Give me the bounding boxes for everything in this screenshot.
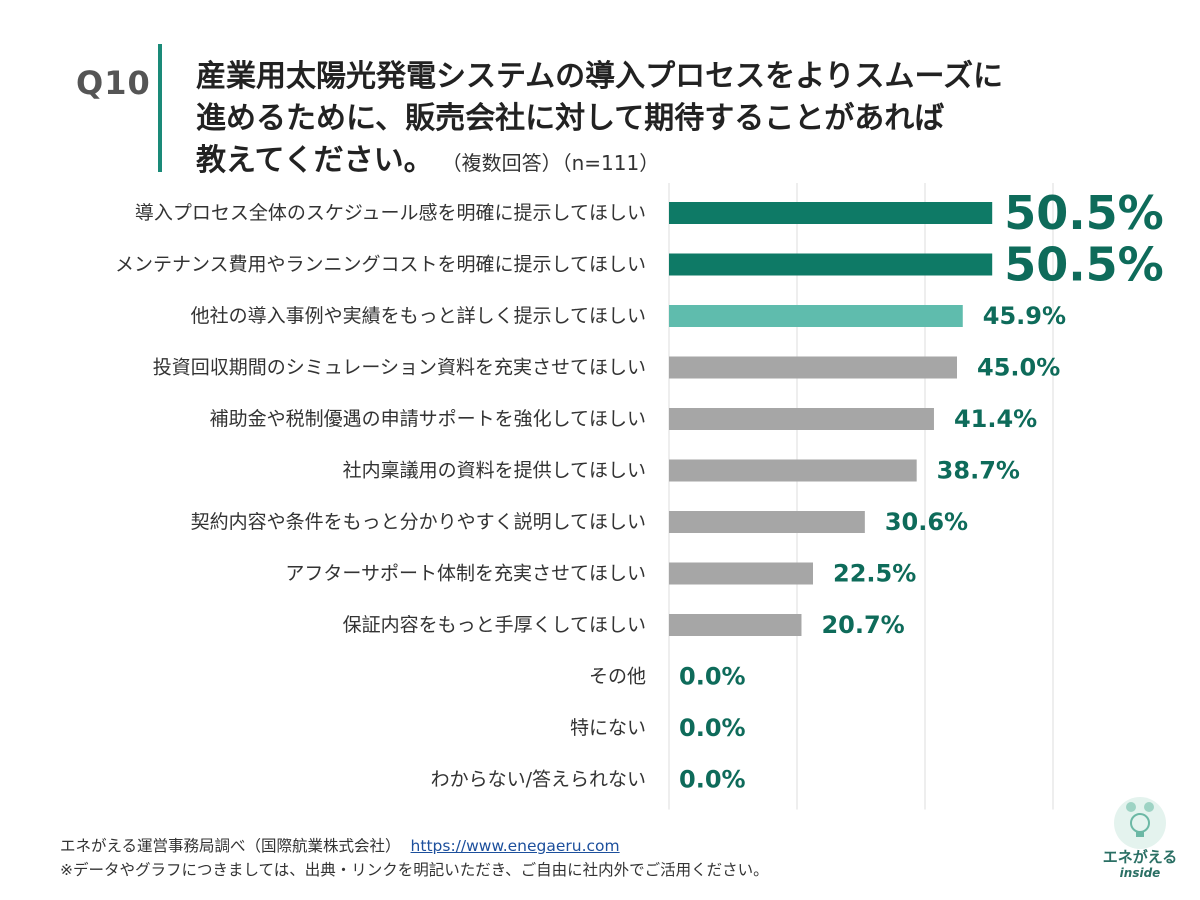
value-label: 22.5% (833, 560, 916, 588)
bar (669, 253, 993, 276)
value-label: 30.6% (885, 508, 968, 536)
value-label: 0.0% (679, 714, 746, 742)
bar (669, 305, 963, 327)
value-label: 0.0% (679, 766, 746, 794)
footer-source: エネがえる運営事務局調べ（国際航業株式会社） (60, 837, 401, 855)
category-label: わからない/答えられない (431, 769, 646, 791)
footer-source-row: エネがえる運営事務局調べ（国際航業株式会社） https://www.enegae… (60, 834, 769, 858)
category-label: 保証内容をもっと手厚くしてほしい (343, 614, 646, 636)
value-label: 41.4% (954, 405, 1037, 433)
value-label: 45.0% (977, 354, 1060, 382)
category-label: アフターサポート体制を充実させてほしい (285, 563, 646, 585)
question-line-2: 進めるために、販売会社に対して期待することがあれば (196, 101, 945, 136)
value-label: 38.7% (937, 457, 1020, 485)
question-number: Q10 (76, 64, 151, 102)
title-divider (158, 44, 162, 172)
question-line-3: 教えてください。 （複数回答）（n=111） (196, 140, 1176, 184)
value-label: 50.5% (1004, 186, 1164, 240)
category-label: 導入プロセス全体のスケジュール感を明確に提示してほしい (135, 202, 646, 224)
value-label: 45.9% (983, 302, 1066, 330)
category-label: 特にない (570, 717, 646, 739)
category-label: メンテナンス費用やランニングコストを明確に提示してほしい (115, 254, 646, 276)
logo-text: エネがえる (1102, 848, 1178, 866)
category-label: 社内稟議用の資料を提供してほしい (343, 460, 646, 482)
bar (669, 511, 865, 533)
logo-subtext: inside (1119, 866, 1161, 880)
category-label: その他 (589, 666, 646, 688)
category-label: 投資回収期間のシミュレーション資料を充実させてほしい (153, 357, 646, 379)
bar (669, 614, 802, 636)
category-label: 他社の導入事例や実績をもっと詳しく提示してほしい (191, 305, 646, 327)
question-note: （複数回答）（n=111） (451, 151, 660, 175)
footer: エネがえる運営事務局調べ（国際航業株式会社） https://www.enegae… (60, 834, 769, 882)
footer-note: ※データやグラフにつきましては、出典・リンクを明記いただき、ご自由に社内外でご活… (60, 861, 769, 879)
bar (669, 202, 993, 224)
bar (669, 408, 934, 430)
bar (669, 356, 957, 379)
bar (669, 562, 813, 585)
category-label: 契約内容や条件をもっと分かりやすく説明してほしい (191, 511, 646, 533)
question-line-1: 産業用太陽光発電システムの導入プロセスをよりスムーズに (196, 59, 1003, 94)
value-label: 50.5% (1004, 238, 1164, 292)
bar (669, 459, 917, 482)
question-line-3-text: 教えてください。 (196, 143, 434, 178)
footer-link[interactable]: https://www.enegaeru.com (410, 837, 620, 855)
question-title: 産業用太陽光発電システムの導入プロセスをよりスムーズに 進めるために、販売会社に… (196, 56, 1176, 184)
value-label: 0.0% (679, 663, 746, 691)
value-label: 20.7% (821, 611, 904, 639)
category-label: 補助金や税制優遇の申請サポートを強化してほしい (210, 408, 646, 430)
enegaeru-logo-icon (1114, 797, 1166, 849)
